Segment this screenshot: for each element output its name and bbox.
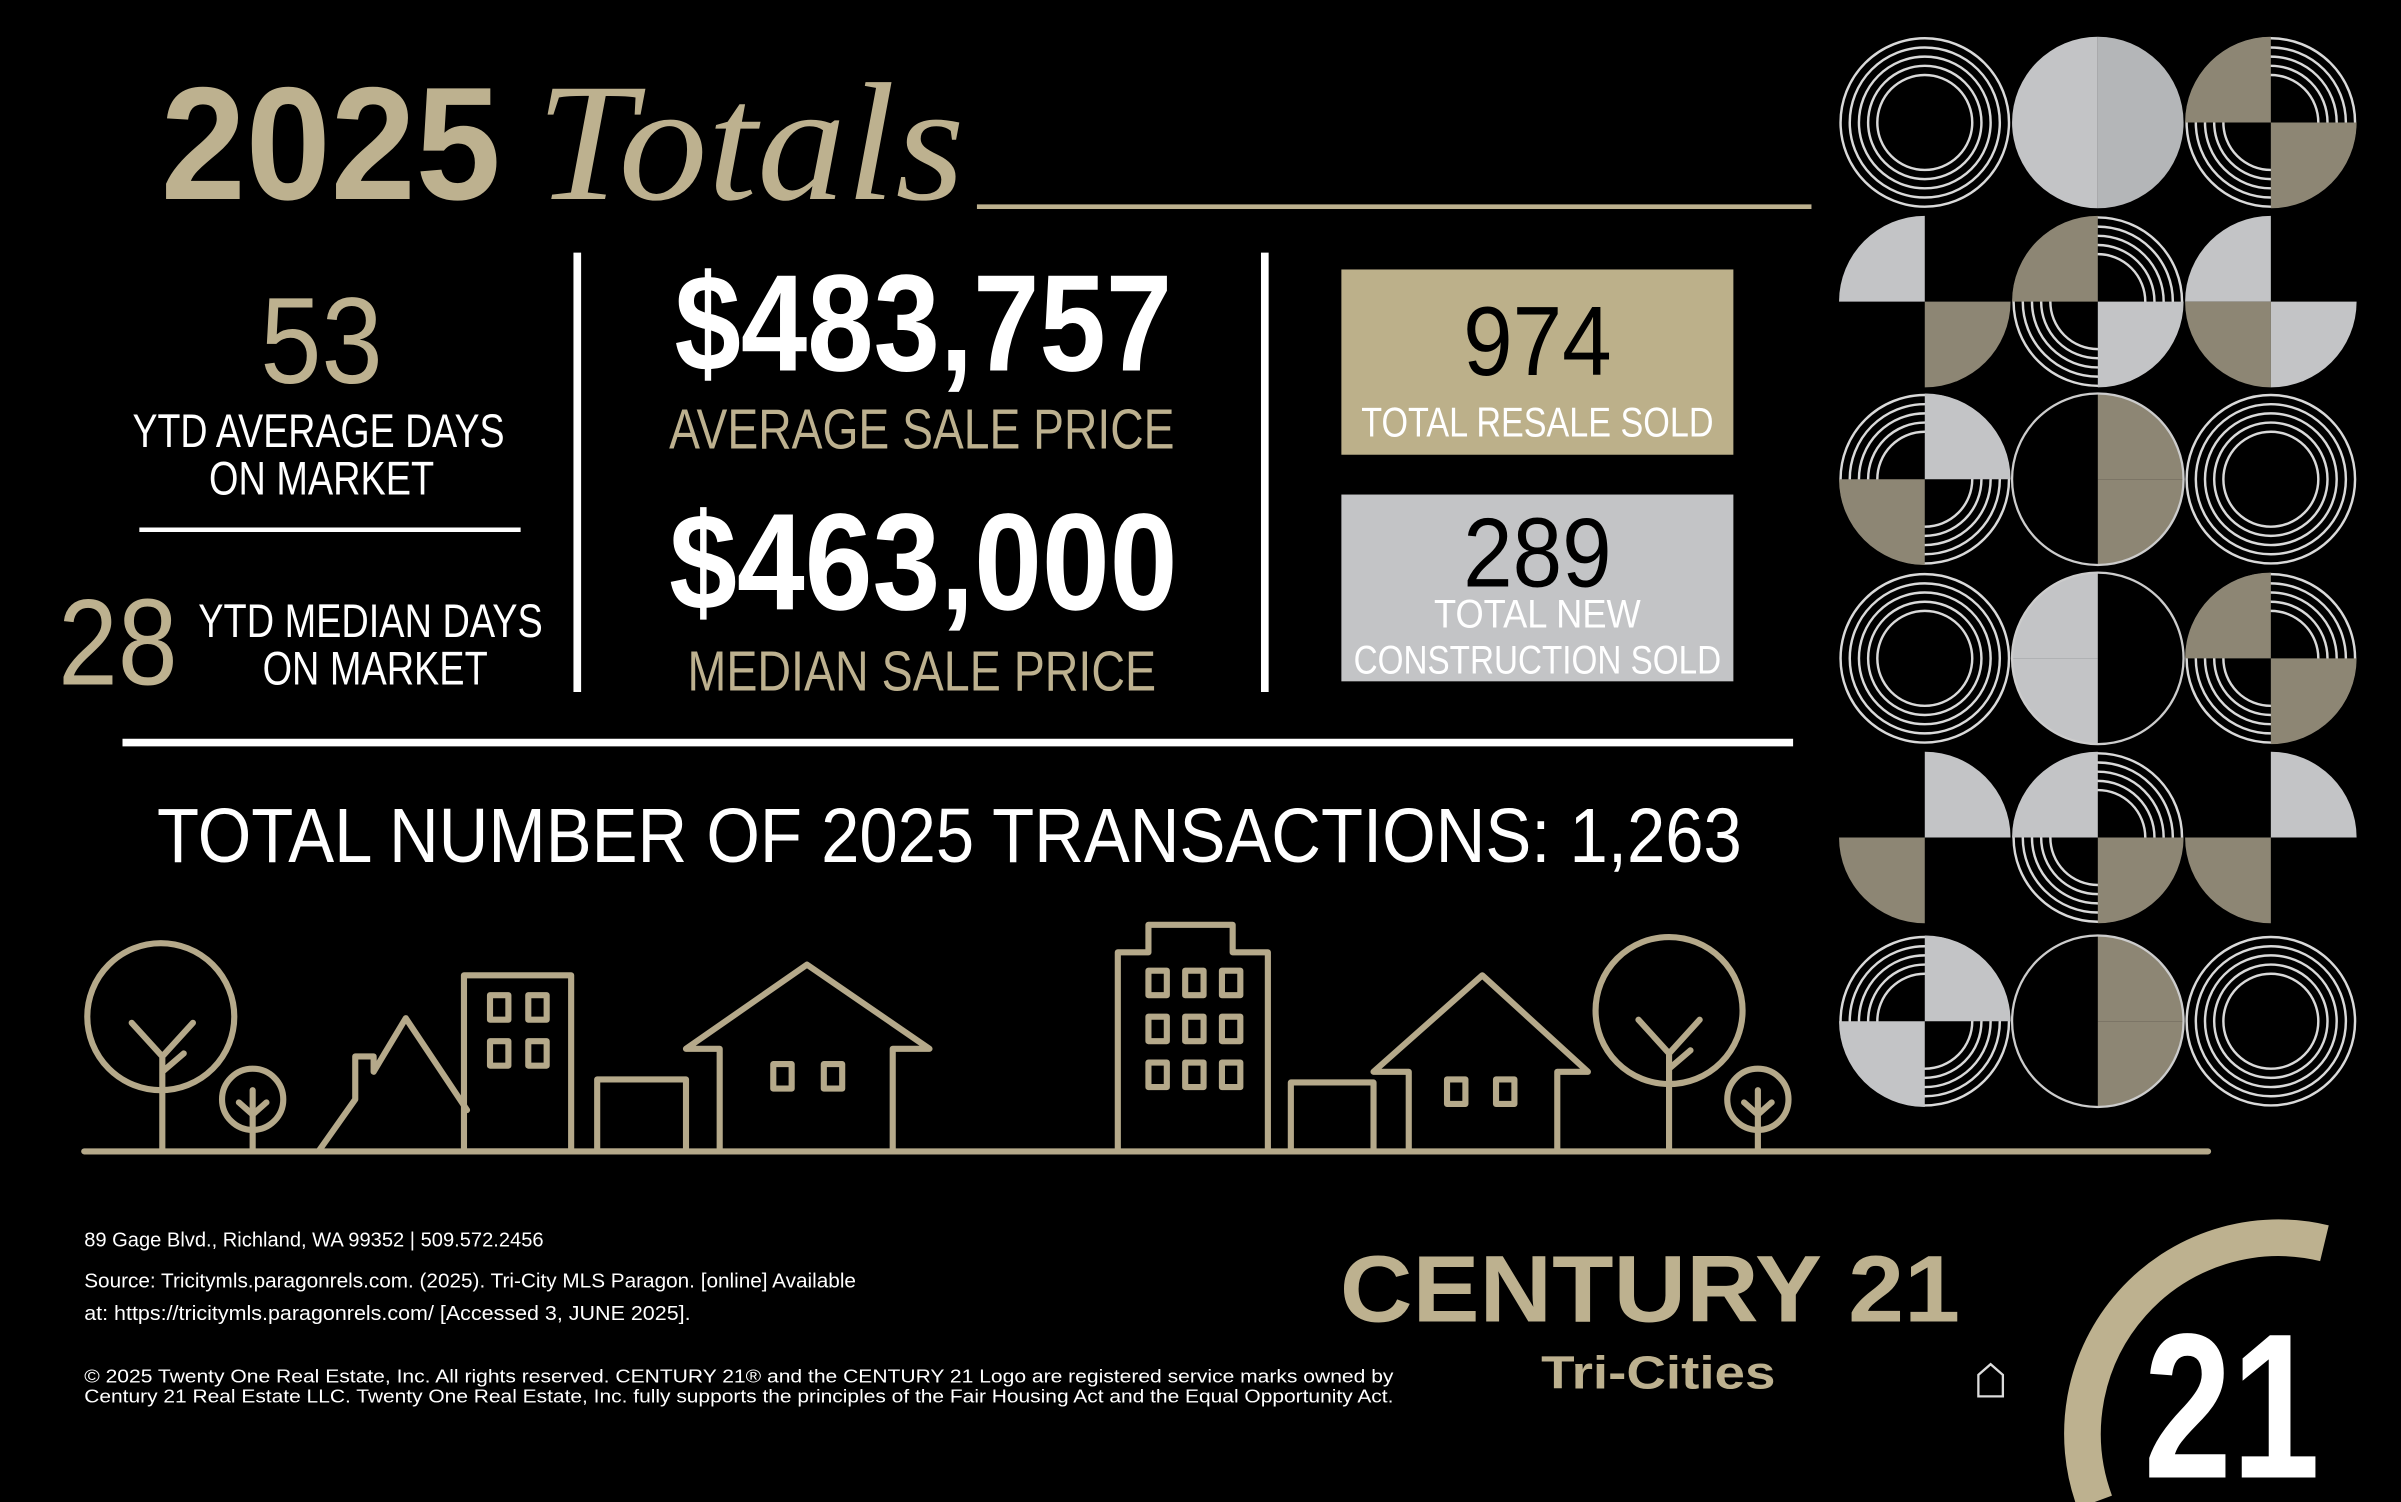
stat-value: $463,000 (669, 485, 1177, 639)
tree-trunk (1741, 1087, 1775, 1155)
windows (1145, 967, 1244, 1091)
pattern-cell (2010, 571, 2185, 746)
logo-arc (2064, 1219, 2329, 1502)
pattern-cell (2010, 392, 2185, 567)
tree-trunk (1635, 1016, 1703, 1155)
logo-mark: 21 (2144, 1291, 2320, 1502)
tower (1114, 921, 1271, 1155)
roof (315, 1015, 471, 1155)
year: 2025 (161, 54, 501, 234)
stat-value: 974 (1463, 286, 1612, 396)
stat-label: YTD MEDIAN DAYS (198, 595, 543, 648)
pattern (1839, 36, 2357, 1109)
stat-label: CONSTRUCTION SOLD (1354, 639, 1722, 683)
copyright: © 2025 Twenty One Real Estate, Inc. All … (84, 1366, 1394, 1387)
source: at: https://tricitymls.paragonrels.com/ … (84, 1303, 690, 1325)
pattern-cell (2010, 934, 2185, 1109)
stat-label: ON MARKET (209, 453, 434, 506)
garage (1287, 1079, 1377, 1155)
copyright: Century 21 Real Estate LLC. Twenty One R… (84, 1385, 1393, 1406)
source: Source: Tricitymls.paragonrels.com. (202… (84, 1271, 856, 1293)
stat-value: 28 (58, 573, 177, 710)
stat-box (1341, 494, 1734, 682)
office: Tri-Cities (1541, 1347, 1775, 1399)
stat-label: MEDIAN SALE PRICE (688, 641, 1157, 704)
skyline (81, 921, 2212, 1155)
house (682, 961, 933, 1155)
stat-value: $483,757 (675, 247, 1173, 401)
total-transactions: TOTAL NUMBER OF 2025 TRANSACTIONS: 1,263 (157, 794, 1742, 879)
stat-label: AVERAGE SALE PRICE (669, 399, 1174, 462)
stat-box (1341, 269, 1734, 455)
stat-value: 289 (1463, 497, 1612, 607)
tree-trunk (235, 1087, 270, 1155)
stat-label: TOTAL NEW (1434, 593, 1641, 637)
tree-trunk (128, 1019, 196, 1155)
address: 89 Gage Blvd., Richland, WA 99352 | 509.… (84, 1229, 543, 1251)
windows (486, 992, 550, 1069)
stat-label: YTD AVERAGE DAYS (132, 405, 504, 458)
stat-label: TOTAL RESALE SOLD (1361, 399, 1713, 445)
house (1370, 972, 1591, 1155)
stat-label: ON MARKET (263, 642, 488, 695)
building (460, 972, 575, 1155)
stat-value: 53 (260, 272, 382, 409)
equal-housing-icon (1977, 1362, 2005, 1398)
title: Totals (536, 50, 965, 236)
brand: CENTURY 21 (1340, 1236, 1960, 1342)
garage (594, 1076, 690, 1155)
